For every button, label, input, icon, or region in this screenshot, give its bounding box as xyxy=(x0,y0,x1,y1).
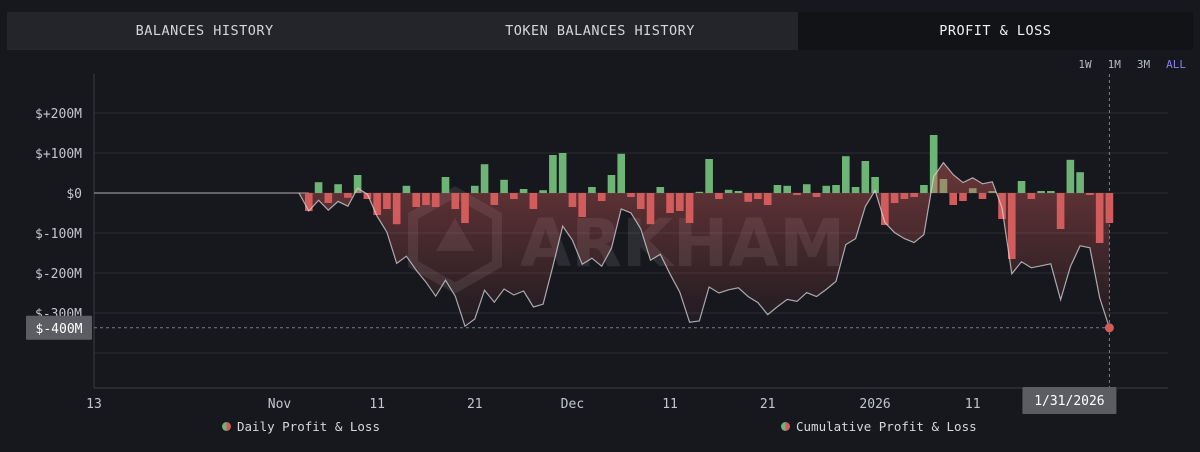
time-range-selector: 1W 1M 3M ALL xyxy=(1078,58,1186,71)
daily-bar xyxy=(929,135,938,193)
daily-bar xyxy=(783,185,792,193)
crosshair: $-400M 1/31/2026 xyxy=(26,74,1117,414)
x-tick-label: Nov xyxy=(268,397,292,412)
cumulative-pnl-line xyxy=(298,161,1110,328)
x-tick-label: 21 xyxy=(760,397,776,412)
y-tick-label: $+200M xyxy=(35,107,82,122)
daily-bar xyxy=(402,185,411,193)
daily-bar xyxy=(539,190,547,193)
y-axis: $+200M$+100M$0$-100M$-200M$-300M xyxy=(35,107,82,322)
daily-bar xyxy=(607,175,616,193)
daily-bar xyxy=(861,161,870,193)
legend-cumulative-label: Cumulative Profit & Loss xyxy=(796,419,977,434)
daily-bar xyxy=(1047,191,1055,193)
daily-bar xyxy=(656,187,665,193)
daily-bar xyxy=(1076,172,1084,193)
y-tick-label: $-100M xyxy=(35,227,82,242)
daily-bar xyxy=(705,159,713,193)
x-tooltip-box xyxy=(1022,387,1117,414)
daily-bar xyxy=(959,193,967,201)
x-tick-label: 13 xyxy=(86,397,102,412)
range-3m-button[interactable]: 3M xyxy=(1136,58,1151,71)
daily-bar xyxy=(920,185,928,193)
y-tooltip-label: $-400M xyxy=(36,322,83,337)
legend-daily-label: Daily Profit & Loss xyxy=(237,419,380,434)
y-tick-label: $0 xyxy=(66,187,82,202)
tab-balances-history[interactable]: BALANCES HISTORY xyxy=(7,12,403,50)
daily-bar xyxy=(802,184,811,193)
daily-bar xyxy=(588,187,596,193)
daily-bar xyxy=(734,191,743,193)
daily-bar xyxy=(500,179,508,193)
daily-bar xyxy=(353,175,362,193)
legend-daily[interactable]: Daily Profit & Loss xyxy=(222,419,380,434)
daily-bar xyxy=(841,156,850,193)
daily-bar xyxy=(871,177,879,193)
x-tick-label: Dec xyxy=(561,397,584,412)
daily-bar xyxy=(470,185,479,193)
daily-bar xyxy=(773,185,782,193)
daily-bar xyxy=(1017,181,1026,193)
daily-bar xyxy=(558,153,567,193)
x-tick-label: 21 xyxy=(467,397,483,412)
y-tooltip-box xyxy=(26,315,92,340)
daily-bar xyxy=(695,191,704,193)
daily-bar xyxy=(1037,191,1045,193)
daily-bar xyxy=(822,185,831,193)
x-tick-label: 11 xyxy=(965,397,981,412)
range-1w-button[interactable]: 1W xyxy=(1078,58,1092,71)
daily-bar xyxy=(1066,159,1075,193)
daily-bar xyxy=(724,189,733,193)
daily-bar xyxy=(334,184,342,193)
daily-bar xyxy=(519,189,528,193)
tab-profit-loss[interactable]: PROFIT & LOSS xyxy=(797,12,1193,50)
daily-bar xyxy=(851,187,860,193)
x-tick-label: 11 xyxy=(662,397,678,412)
legend-cumulative-dot xyxy=(781,422,790,431)
daily-bar xyxy=(363,193,372,199)
x-axis: 13Nov1121Dec112120261121 xyxy=(86,397,1078,412)
x-tick-label: 2026 xyxy=(859,397,890,412)
daily-bar xyxy=(832,185,840,193)
y-tick-label: $+100M xyxy=(35,147,82,162)
daily-bar xyxy=(549,155,557,193)
daily-bar xyxy=(314,182,323,193)
daily-bar xyxy=(480,164,489,193)
daily-bar xyxy=(978,193,987,199)
tab-bar: BALANCES HISTORY TOKEN BALANCES HISTORY … xyxy=(7,12,1193,50)
legend-cumulative[interactable]: Cumulative Profit & Loss xyxy=(781,419,977,434)
daily-bar xyxy=(949,193,958,205)
range-1m-button[interactable]: 1M xyxy=(1107,58,1121,71)
legend-daily-dot xyxy=(222,422,231,431)
last-point-marker xyxy=(1104,323,1114,333)
cumulative-pnl-area xyxy=(299,162,1110,328)
tab-token-balances-history[interactable]: TOKEN BALANCES HISTORY xyxy=(402,12,798,50)
daily-bar xyxy=(617,153,626,193)
y-tick-label: $-200M xyxy=(35,267,82,282)
x-tick-label: 11 xyxy=(369,397,385,412)
range-all-button[interactable]: ALL xyxy=(1166,58,1186,71)
x-tooltip-label: 1/31/2026 xyxy=(1034,394,1104,409)
daily-bar xyxy=(441,177,450,193)
